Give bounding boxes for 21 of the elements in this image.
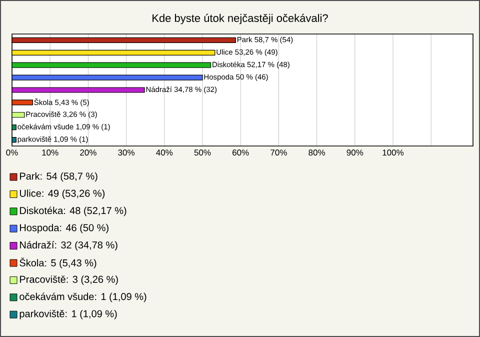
text: Nádraží: 32 (34,78 %) bbox=[20, 241, 118, 251]
text: Ulice: 49 (53,26 %) bbox=[20, 190, 105, 199]
x-tick-label: 100% bbox=[382, 150, 404, 156]
x-tick-label: 0% bbox=[6, 150, 18, 156]
text: parkoviště: 1 (1,09 %) bbox=[20, 310, 117, 320]
x-tick-label: 60% bbox=[232, 150, 249, 156]
x-tick-label: 10% bbox=[42, 150, 58, 156]
x-tick-label: 40% bbox=[156, 150, 173, 156]
chart-title: Kde byste útok nejčastěji očekávali? bbox=[152, 14, 328, 24]
x-tick-label: 70% bbox=[270, 150, 287, 156]
x-tick-label: 20% bbox=[80, 150, 96, 156]
text: Pracoviště: 3 (3,26 %) bbox=[20, 276, 118, 285]
x-tick-label: 80% bbox=[308, 150, 325, 156]
text: Hospoda: 46 (50 %) bbox=[20, 224, 108, 234]
x-tick-label: 50% bbox=[194, 150, 211, 156]
x-tick-label: 90% bbox=[346, 150, 364, 156]
text: očekávám všude: 1 (1,09 %) bbox=[20, 292, 146, 302]
x-tick-label: 30% bbox=[118, 150, 135, 156]
text: Park: 54 (58,7 %) bbox=[20, 172, 98, 182]
text: Diskotéka: 48 (52,17 %) bbox=[20, 206, 126, 216]
text: Škola: 5 (5,43 %) bbox=[20, 258, 96, 268]
